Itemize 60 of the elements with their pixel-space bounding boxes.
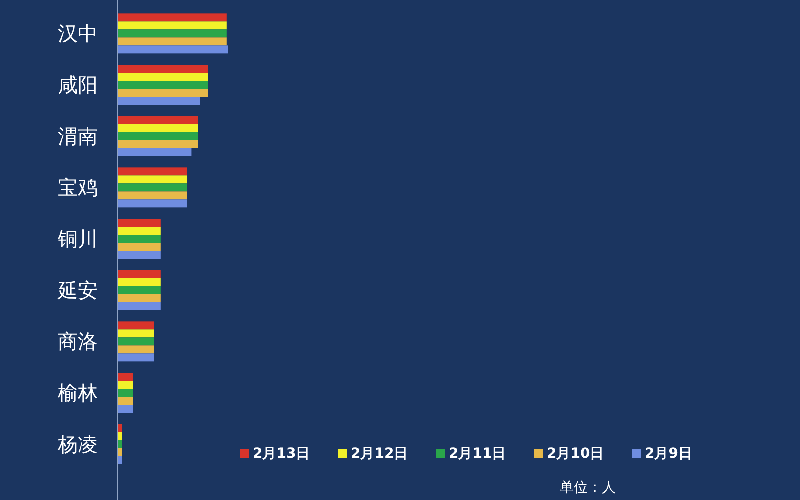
bar — [118, 456, 122, 464]
bar — [118, 148, 192, 156]
bar — [118, 322, 154, 330]
legend-label: 2月13日 — [253, 446, 310, 462]
y-tick-label: 渭南 — [58, 124, 98, 148]
bar — [118, 270, 161, 278]
bar — [118, 176, 188, 184]
bar — [118, 14, 227, 22]
bar — [118, 235, 161, 243]
bar — [118, 219, 161, 227]
bar — [118, 200, 188, 208]
bar — [118, 381, 134, 389]
y-tick-label: 铜川 — [57, 227, 98, 251]
bar — [118, 22, 227, 30]
bar — [118, 184, 188, 192]
bar — [118, 97, 200, 105]
bar — [118, 30, 227, 38]
bar — [118, 192, 188, 200]
bar — [118, 354, 154, 362]
bar — [118, 243, 161, 251]
y-tick-label: 宝鸡 — [58, 176, 98, 200]
bar — [118, 81, 208, 89]
bar — [118, 65, 208, 73]
bar — [118, 46, 228, 54]
bar — [118, 168, 188, 176]
bar — [118, 251, 161, 259]
bar — [118, 89, 208, 97]
bar — [118, 294, 161, 302]
bar — [118, 286, 161, 294]
bar — [118, 338, 154, 346]
bar — [118, 73, 208, 81]
bar — [118, 448, 122, 456]
bar — [118, 278, 161, 286]
y-tick-label: 延安 — [57, 278, 98, 302]
bar — [118, 38, 227, 46]
bar — [118, 346, 154, 354]
bar — [118, 440, 122, 448]
bar — [118, 302, 161, 310]
bar — [118, 140, 198, 148]
bar — [118, 397, 134, 405]
y-tick-label: 商洛 — [58, 330, 98, 354]
y-tick-label: 榆林 — [58, 381, 98, 405]
bar — [118, 124, 198, 132]
bar — [118, 432, 122, 440]
y-tick-label: 咸阳 — [58, 73, 98, 97]
bar — [118, 389, 134, 397]
bar — [118, 132, 198, 140]
bar — [118, 116, 198, 124]
bar — [118, 424, 122, 432]
bar — [118, 373, 134, 381]
bar — [118, 330, 154, 338]
y-tick-label: 杨凌 — [57, 432, 98, 456]
bar — [118, 227, 161, 235]
y-tick-label: 汉中 — [58, 22, 98, 46]
legend-label: 2月10日 — [547, 446, 604, 462]
legend-label: 2月9日 — [645, 446, 692, 462]
text: 单位：人 — [560, 480, 616, 496]
legend-label: 2月11日 — [449, 446, 506, 462]
bar — [118, 405, 134, 413]
legend-label: 2月12日 — [351, 446, 408, 462]
